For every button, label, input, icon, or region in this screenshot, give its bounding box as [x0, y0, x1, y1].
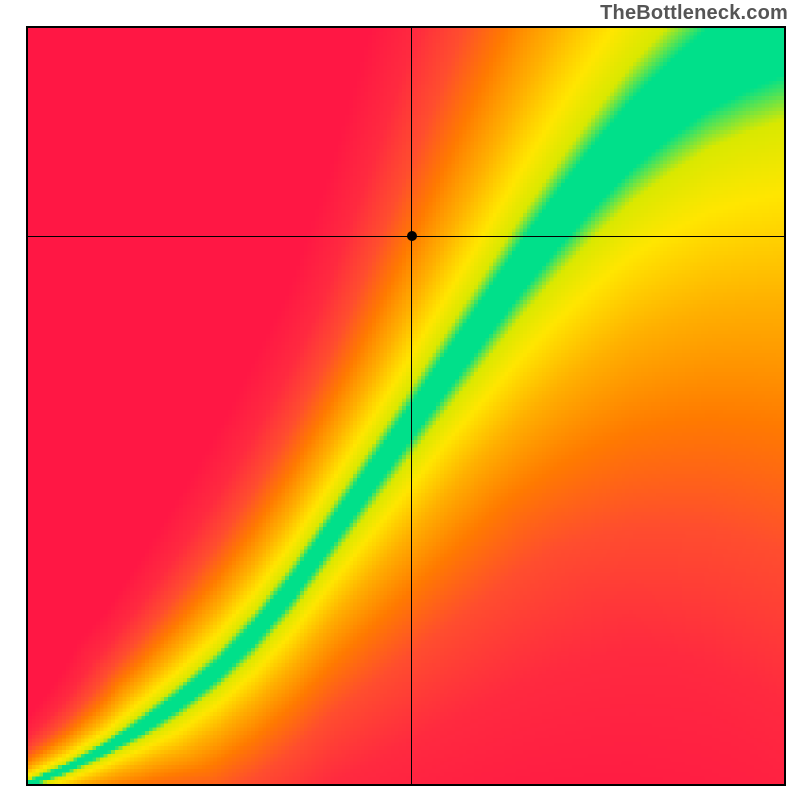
bottleneck-heatmap: [26, 26, 786, 786]
crosshair-marker-dot: [407, 231, 417, 241]
watermark-text: TheBottleneck.com: [600, 2, 788, 25]
crosshair-vertical-line: [411, 28, 412, 784]
heatmap-canvas: [28, 28, 784, 784]
